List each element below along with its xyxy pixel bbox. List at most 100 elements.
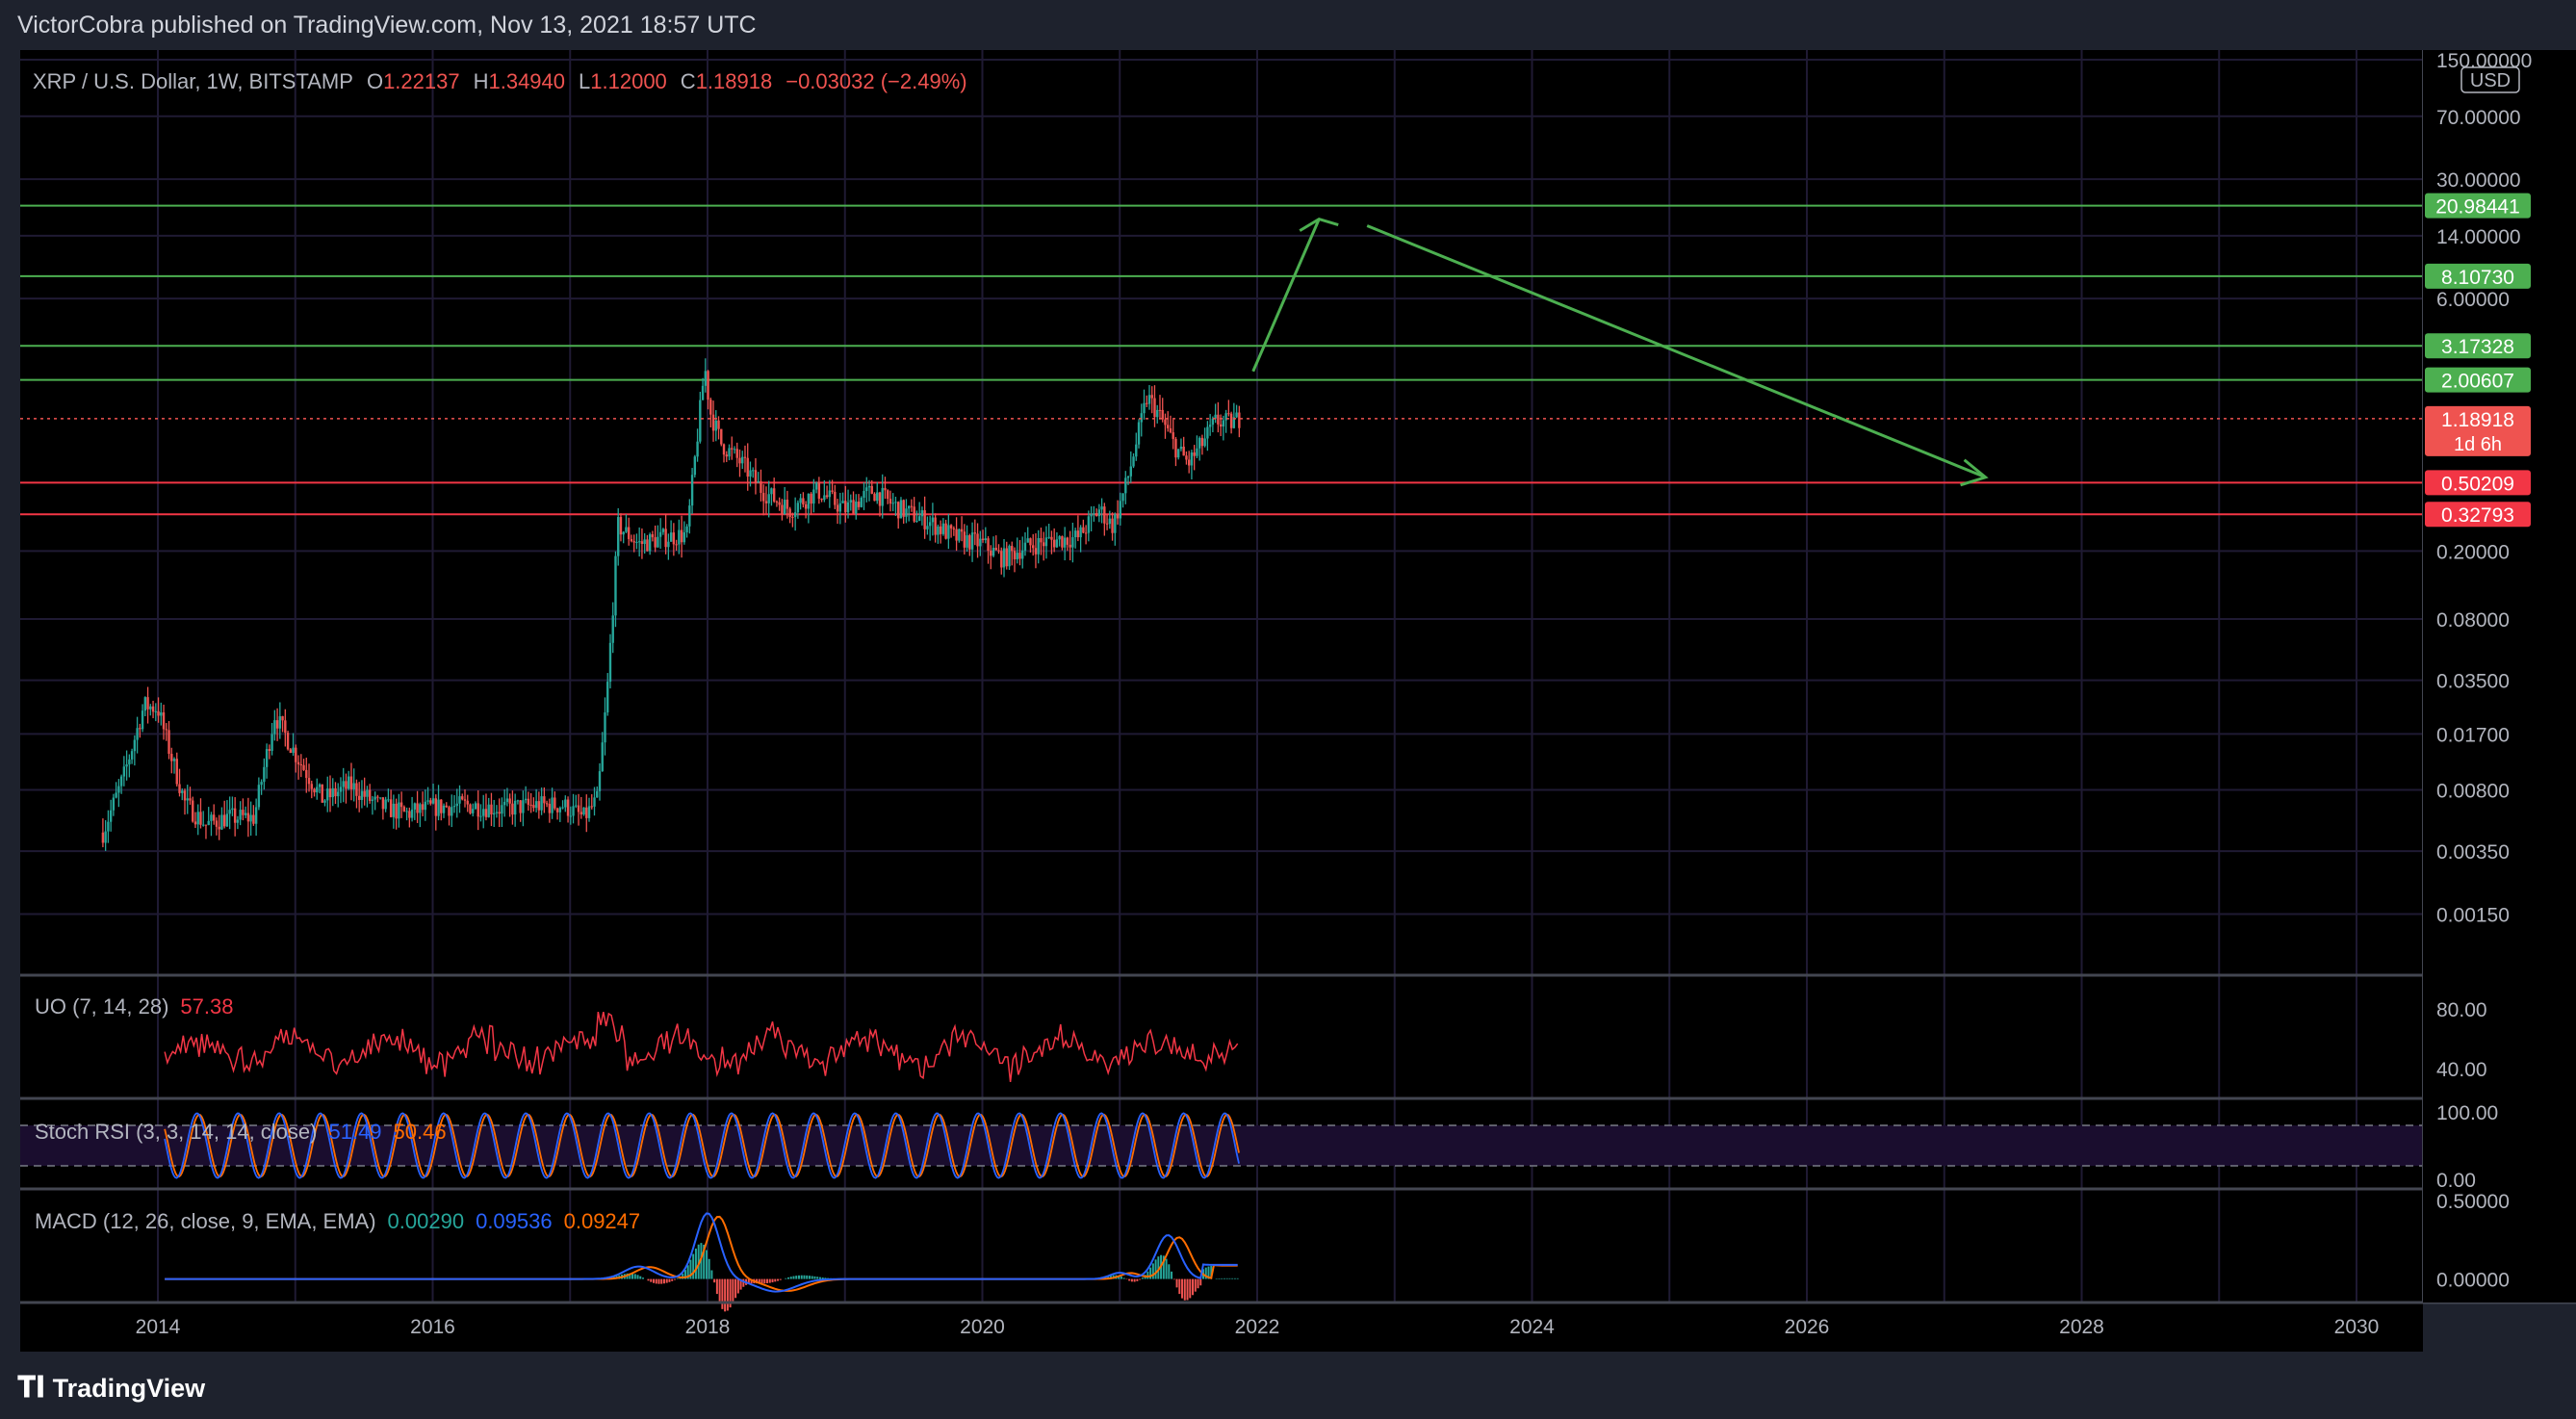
candle-body — [1079, 527, 1082, 538]
candle-body — [987, 538, 990, 552]
candle-body — [1008, 546, 1011, 567]
candle-body — [722, 444, 726, 455]
candle-body — [1018, 553, 1021, 559]
candle-body — [1095, 513, 1098, 517]
level-label[interactable]: 2.00607 — [2425, 367, 2531, 393]
candle-body — [254, 807, 258, 824]
candle-body — [482, 809, 485, 816]
candle-body — [963, 531, 966, 548]
candle-body — [1063, 537, 1067, 548]
candle-body — [125, 764, 128, 767]
projection-down-arrow[interactable] — [1366, 224, 1987, 479]
candle-body — [807, 493, 811, 509]
candle-body — [949, 525, 953, 529]
candle-body — [664, 529, 667, 548]
candle-body — [1222, 420, 1225, 427]
candle-body — [466, 800, 469, 805]
candle-body — [378, 797, 382, 799]
candle-body — [328, 788, 332, 798]
candle-body — [937, 526, 940, 535]
candle-body — [863, 491, 865, 498]
candle-body — [519, 800, 522, 813]
candle-body — [688, 505, 691, 527]
candle-body — [876, 492, 879, 502]
level-label-box — [2425, 367, 2531, 393]
candle-body — [966, 535, 968, 548]
footer[interactable]: 𝐓𝐈 TradingView — [17, 1369, 205, 1407]
candle-body — [1026, 538, 1029, 543]
projection-up-arrow[interactable] — [1251, 219, 1321, 373]
candle-body — [690, 475, 694, 506]
level-label[interactable]: 0.50209 — [2425, 470, 2531, 496]
projection-up-arrowhead — [1299, 217, 1339, 232]
price-axis[interactable]: 150.00000 70.00000 30.00000 14.00000 6.00000… — [2423, 50, 2576, 1303]
candle-body — [1002, 548, 1006, 568]
level-label-text: 8.10730 — [2441, 267, 2514, 289]
candle-body — [725, 454, 728, 457]
time-tick: 2018 — [685, 1316, 731, 1338]
candle-body — [1143, 402, 1146, 414]
candle-body — [548, 803, 552, 813]
candle-body — [119, 776, 123, 787]
candle-body — [112, 797, 116, 811]
candle-body — [669, 532, 673, 542]
level-label[interactable]: 20.98441 — [2425, 193, 2531, 219]
candle-body — [399, 802, 403, 808]
pane-separators[interactable] — [20, 50, 2576, 1304]
last-price-label[interactable]: 1.18918 1d 6h — [2425, 405, 2531, 456]
candle-body — [752, 470, 755, 472]
candle-body — [109, 810, 113, 822]
candle-body — [498, 812, 501, 814]
candle-body — [905, 508, 908, 517]
price-tick: 0.00150 — [2436, 905, 2510, 927]
candle-body — [1105, 523, 1109, 525]
candle-body — [1206, 426, 1209, 439]
candle-body — [683, 532, 686, 543]
level-label[interactable]: 0.32793 — [2425, 502, 2531, 528]
last-price-box — [2425, 405, 2531, 456]
candle-body — [405, 811, 408, 813]
candle-body — [469, 804, 472, 813]
price-tick: 0.03500 — [2436, 671, 2510, 693]
candle-body — [555, 808, 559, 813]
candle-body — [326, 788, 329, 801]
candle-body — [210, 814, 213, 821]
macd-label: MACD (12, 26, close, 9, EMA, EMA) — [35, 1209, 376, 1233]
candle-body — [101, 832, 105, 843]
candle-body — [502, 801, 506, 806]
candle-body — [508, 798, 511, 804]
candle-body — [757, 480, 760, 483]
candle-body — [1040, 537, 1043, 543]
candle-body — [189, 798, 192, 801]
time-axis[interactable]: 2014 2016 2018 2020 2022 2024 2026 2028 2030 — [136, 1316, 2380, 1338]
publication-header: VictorCobra published on TradingView.com… — [17, 12, 757, 39]
candle-body — [696, 441, 699, 457]
time-tick: 2024 — [1509, 1316, 1555, 1338]
candle-body — [275, 720, 279, 729]
candle-body — [149, 706, 152, 710]
currency-badge[interactable]: USD — [2460, 66, 2520, 93]
indicator-panes — [20, 1011, 2423, 1312]
candle-body — [215, 820, 219, 827]
candle-body — [273, 720, 276, 735]
candle-body — [928, 522, 932, 527]
projection-down-arrowhead — [1960, 458, 1989, 487]
candle-body — [225, 813, 229, 827]
stoch-band — [20, 1125, 2423, 1166]
candle-body — [239, 810, 242, 820]
candle-body — [1071, 537, 1074, 548]
candle-body — [611, 615, 614, 643]
candle-body — [143, 697, 147, 711]
candle-body — [680, 529, 683, 543]
candle-body — [342, 781, 345, 787]
stoch-label: Stoch RSI (3, 3, 14, 14, close) — [35, 1120, 317, 1144]
candle-body — [172, 759, 176, 761]
level-label[interactable]: 3.17328 — [2425, 333, 2531, 359]
candle-body — [128, 759, 131, 765]
level-label[interactable]: 8.10730 — [2425, 263, 2531, 289]
candle-body — [1224, 413, 1227, 421]
projection-arrows[interactable] — [1251, 217, 1989, 487]
uo-label: UO (7, 14, 28) — [35, 994, 168, 1019]
candle-body — [791, 516, 794, 518]
